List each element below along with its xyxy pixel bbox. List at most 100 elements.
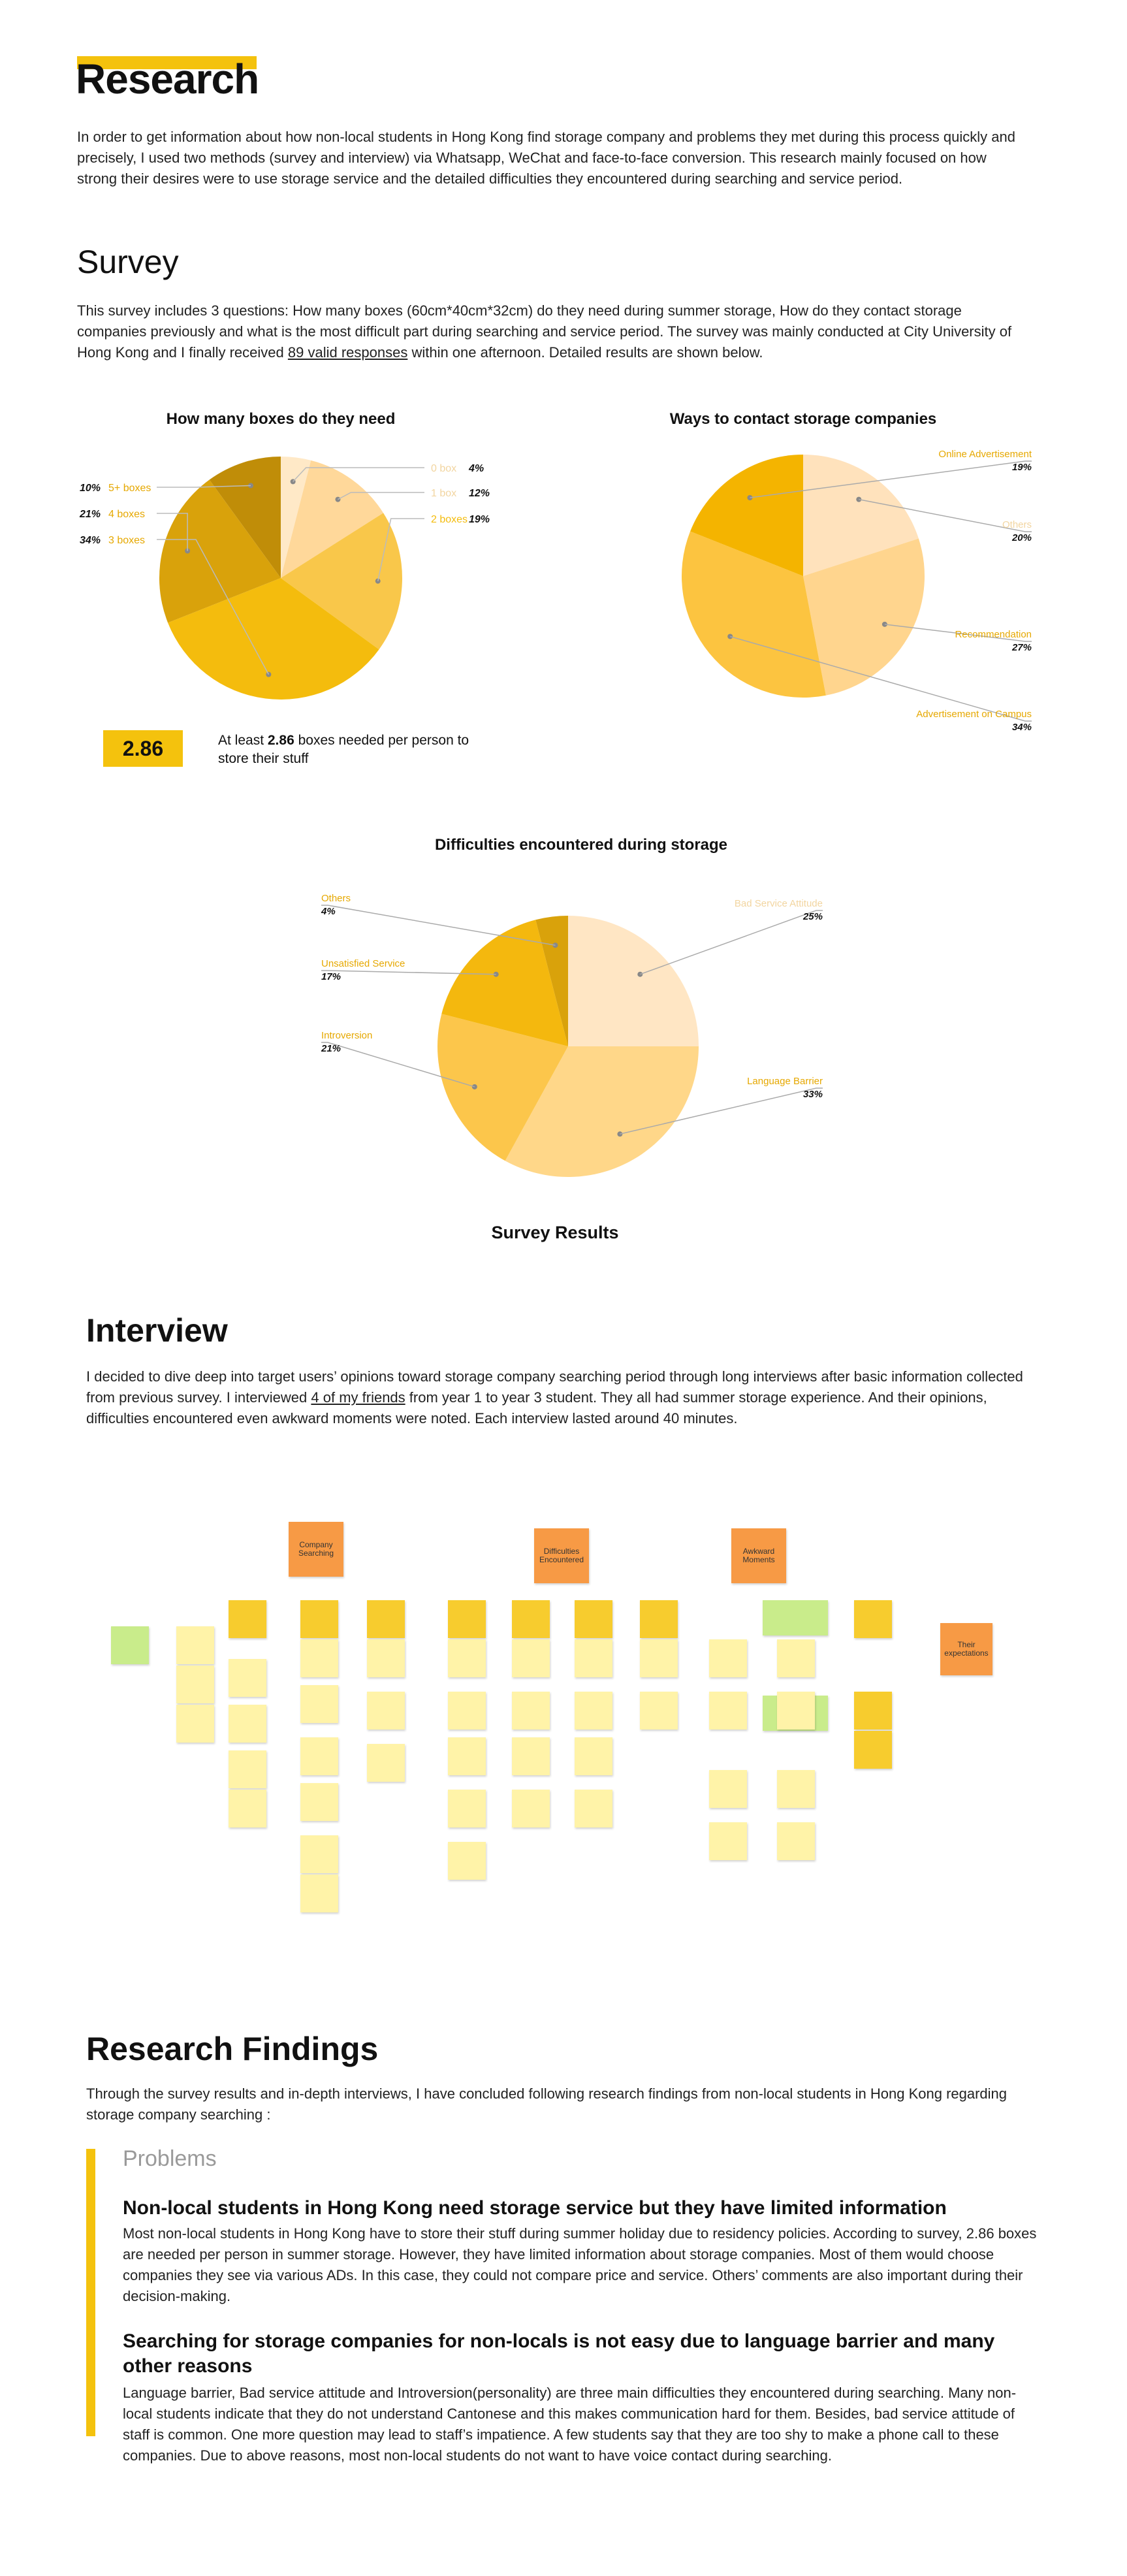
pie-value-2-boxes: 19% xyxy=(469,514,490,525)
pie-slice-language-barrier xyxy=(505,1046,699,1177)
pie-value-online-advertisement: 19% xyxy=(1012,462,1032,473)
board-sticky-note xyxy=(176,1666,214,1703)
pie-label-4-boxes: 4 boxes xyxy=(108,509,145,520)
pie-label-0-box: 0 box xyxy=(431,463,456,474)
pie-value-3-boxes: 34% xyxy=(80,535,101,546)
leader-line xyxy=(859,498,1032,532)
leader-dot xyxy=(185,548,191,554)
leader-line xyxy=(321,970,496,975)
friends-link[interactable]: 4 of my friends xyxy=(311,1389,405,1406)
board-sticky-note xyxy=(575,1639,612,1677)
research-intro: In order to get information about how no… xyxy=(77,129,1015,187)
board-category-note xyxy=(854,1692,892,1730)
board-sticky-note xyxy=(640,1639,678,1677)
board-sticky-note xyxy=(512,1790,550,1827)
pie-value-recommendation: 27% xyxy=(1011,642,1032,653)
leader-dot xyxy=(856,496,862,502)
pie-label-others: Others xyxy=(1002,519,1032,530)
pie-value-introversion: 21% xyxy=(321,1043,341,1054)
findings-intro: Through the survey results and in-depth … xyxy=(86,2085,1008,2123)
chart3-title: Difficulties encountered during storage xyxy=(434,836,728,854)
survey-text-a: This survey includes 3 questions: How ma… xyxy=(77,302,1012,361)
leader-dot xyxy=(881,621,887,627)
stat-bold: 2.86 xyxy=(267,733,294,748)
research-title: Research xyxy=(76,56,259,103)
pie-value-language-barrier: 33% xyxy=(803,1089,823,1100)
pie-slice-others xyxy=(803,455,919,576)
board-sticky-note xyxy=(512,1737,550,1775)
findings-accent-bar xyxy=(86,2149,95,2436)
finding-1-body: Most non-local students in Hong Kong hav… xyxy=(123,2225,1037,2304)
leader-line xyxy=(293,467,424,482)
pie-slice-1-box xyxy=(281,460,384,578)
leader-dot xyxy=(335,496,341,502)
leader-line xyxy=(884,624,1032,642)
board-sticky-note xyxy=(709,1639,747,1677)
pie-label-3-boxes: 3 boxes xyxy=(108,535,145,546)
pie-label-1-box: 1 box xyxy=(431,488,456,499)
pie-slice-0-box xyxy=(281,457,311,578)
leader-dot xyxy=(471,1084,477,1089)
chart2-title: Ways to contact storage companies xyxy=(669,410,937,428)
board-expectation-note: Their expectations xyxy=(940,1623,992,1675)
board-sticky-note xyxy=(367,1692,405,1730)
board-sticky-note xyxy=(176,1705,214,1743)
board-category-note xyxy=(640,1600,678,1638)
board-category-note xyxy=(512,1600,550,1638)
board-header-note: Difficulties Encountered xyxy=(534,1528,589,1583)
pie-value-others: 20% xyxy=(1011,532,1032,543)
leader-line xyxy=(640,910,823,975)
board-category-note xyxy=(575,1600,612,1638)
pie-slice-4-boxes xyxy=(159,479,281,623)
board-sticky-note xyxy=(300,1835,338,1873)
leader-line xyxy=(730,636,1032,722)
leader-dot xyxy=(747,495,753,501)
board-green-note xyxy=(111,1626,149,1664)
board-sticky-note xyxy=(300,1685,338,1723)
leader-dot xyxy=(493,971,499,977)
board-sticky-note xyxy=(448,1639,486,1677)
pie-slice-3-boxes xyxy=(168,578,379,700)
board-header-note: Awkward Moments xyxy=(731,1528,786,1583)
pie-slice-introversion xyxy=(437,1014,568,1161)
pie-value-others: 4% xyxy=(321,906,336,917)
pie-label-advertisement-on-campus: Advertisement on Campus xyxy=(916,709,1032,720)
pie-label-bad-service-attitude: Bad Service Attitude xyxy=(735,898,823,909)
survey-intro: This survey includes 3 questions: How ma… xyxy=(77,300,1030,363)
board-sticky-note xyxy=(448,1790,486,1827)
pie-value-0-box: 4% xyxy=(468,463,484,474)
interview-title: Interview xyxy=(86,1312,228,1349)
board-sticky-note xyxy=(229,1750,266,1788)
pie-label-unsatisfied-service: Unsatisfied Service xyxy=(321,958,405,969)
difficulties-pie-chart: Bad Service Attitude 25% Language Barrier 3… xyxy=(321,893,823,1177)
survey-results-caption: Survey Results xyxy=(491,1223,619,1242)
board-sticky-note xyxy=(777,1692,815,1730)
leader-dot xyxy=(637,971,643,977)
board-header-note: Company Searching xyxy=(289,1522,343,1577)
pie-label-introversion: Introversion xyxy=(321,1030,372,1041)
board-category-note xyxy=(854,1731,892,1769)
board-sticky-note xyxy=(512,1639,550,1677)
leader-line xyxy=(157,485,251,488)
leader-line xyxy=(157,513,188,551)
board-sticky-note xyxy=(367,1744,405,1782)
board-category-note xyxy=(300,1600,338,1638)
finding-2-body: Language barrier, Bad service attitude a… xyxy=(123,2385,1017,2464)
board-sticky-note xyxy=(777,1639,815,1677)
board-sticky-note xyxy=(777,1822,815,1860)
board-sticky-note xyxy=(229,1659,266,1697)
findings-title: Research Findings xyxy=(86,2031,379,2067)
board-sticky-note xyxy=(229,1790,266,1827)
average-boxes-text: At least 2.86 boxes needed per person to… xyxy=(218,732,492,768)
pie-slice-5-boxes xyxy=(209,457,281,578)
pie-slice-others xyxy=(535,916,568,1046)
board-sticky-note xyxy=(448,1692,486,1730)
pie-slice-recommendation xyxy=(803,538,925,696)
pie-value-1-box: 12% xyxy=(469,488,490,499)
pie-label-5-boxes: 5+ boxes xyxy=(108,483,151,494)
pie-label-2-boxes: 2 boxes xyxy=(431,514,468,525)
pie-slice-2-boxes xyxy=(281,513,402,650)
pie-value-bad-service-attitude: 25% xyxy=(802,911,823,922)
leader-dot xyxy=(727,634,733,639)
valid-responses-link[interactable]: 89 valid responses xyxy=(287,344,408,361)
